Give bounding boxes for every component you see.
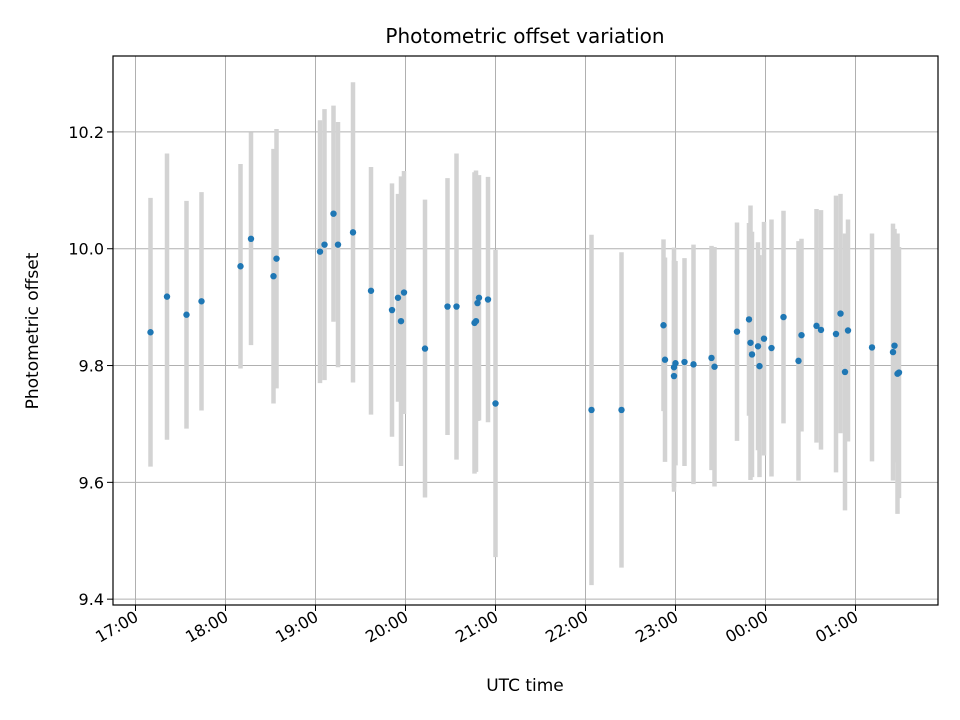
data-point xyxy=(660,322,667,329)
data-point xyxy=(588,406,595,414)
data-point xyxy=(367,287,375,294)
data-point xyxy=(748,351,756,358)
data-point xyxy=(198,298,205,305)
data-point xyxy=(316,248,324,255)
y-tick-label: 9.6 xyxy=(79,473,104,492)
data-point xyxy=(397,317,405,325)
y-tick-label: 10.0 xyxy=(68,240,104,259)
plot-frame xyxy=(112,55,939,606)
data-point xyxy=(247,235,255,243)
y-tick-label: 10.2 xyxy=(68,123,104,142)
data-point xyxy=(868,344,876,351)
data-point xyxy=(147,329,154,336)
data-point xyxy=(183,311,190,318)
chart-title: Photometric offset variation xyxy=(385,24,664,48)
grid-lines xyxy=(113,56,938,605)
data-point xyxy=(895,369,903,376)
data-point xyxy=(817,326,825,334)
data-point xyxy=(237,263,244,270)
y-axis-label: Photometric offset xyxy=(23,252,43,409)
data-point xyxy=(670,372,678,380)
data-point xyxy=(453,303,460,310)
y-tick-label: 9.4 xyxy=(79,590,104,609)
data-point xyxy=(349,229,357,236)
x-axis-label: UTC time xyxy=(486,676,564,696)
data-point xyxy=(321,241,328,248)
data-point xyxy=(474,299,481,307)
data-point xyxy=(798,331,805,339)
data-points xyxy=(147,210,903,414)
data-point xyxy=(444,303,451,310)
data-point xyxy=(334,241,342,248)
data-point xyxy=(889,348,897,356)
data-point xyxy=(733,328,741,335)
data-point xyxy=(832,330,840,338)
data-point xyxy=(672,360,679,367)
data-point xyxy=(844,327,852,334)
data-point xyxy=(780,313,787,321)
data-point xyxy=(681,358,688,366)
data-point xyxy=(756,362,763,370)
data-point xyxy=(484,296,492,303)
data-point xyxy=(711,363,718,370)
data-point xyxy=(661,356,669,363)
data-point xyxy=(760,335,768,342)
y-tick-label: 9.8 xyxy=(79,357,104,376)
data-point xyxy=(492,400,499,407)
data-point xyxy=(163,293,171,300)
data-point xyxy=(273,255,280,262)
data-point xyxy=(330,210,337,217)
data-point xyxy=(472,317,480,325)
data-point xyxy=(394,294,402,301)
data-point xyxy=(754,343,762,350)
data-point xyxy=(813,322,820,330)
data-point xyxy=(841,368,849,376)
data-point xyxy=(400,289,408,296)
data-point xyxy=(747,339,754,346)
data-point xyxy=(837,310,844,317)
data-point xyxy=(388,306,396,314)
data-point xyxy=(475,294,483,301)
data-point xyxy=(708,354,715,362)
data-point xyxy=(690,361,697,368)
data-point xyxy=(768,344,775,352)
data-point xyxy=(421,345,429,352)
data-point xyxy=(745,316,753,323)
data-point xyxy=(270,272,277,280)
data-point xyxy=(891,342,898,349)
data-point xyxy=(795,357,802,365)
data-point xyxy=(618,406,625,414)
